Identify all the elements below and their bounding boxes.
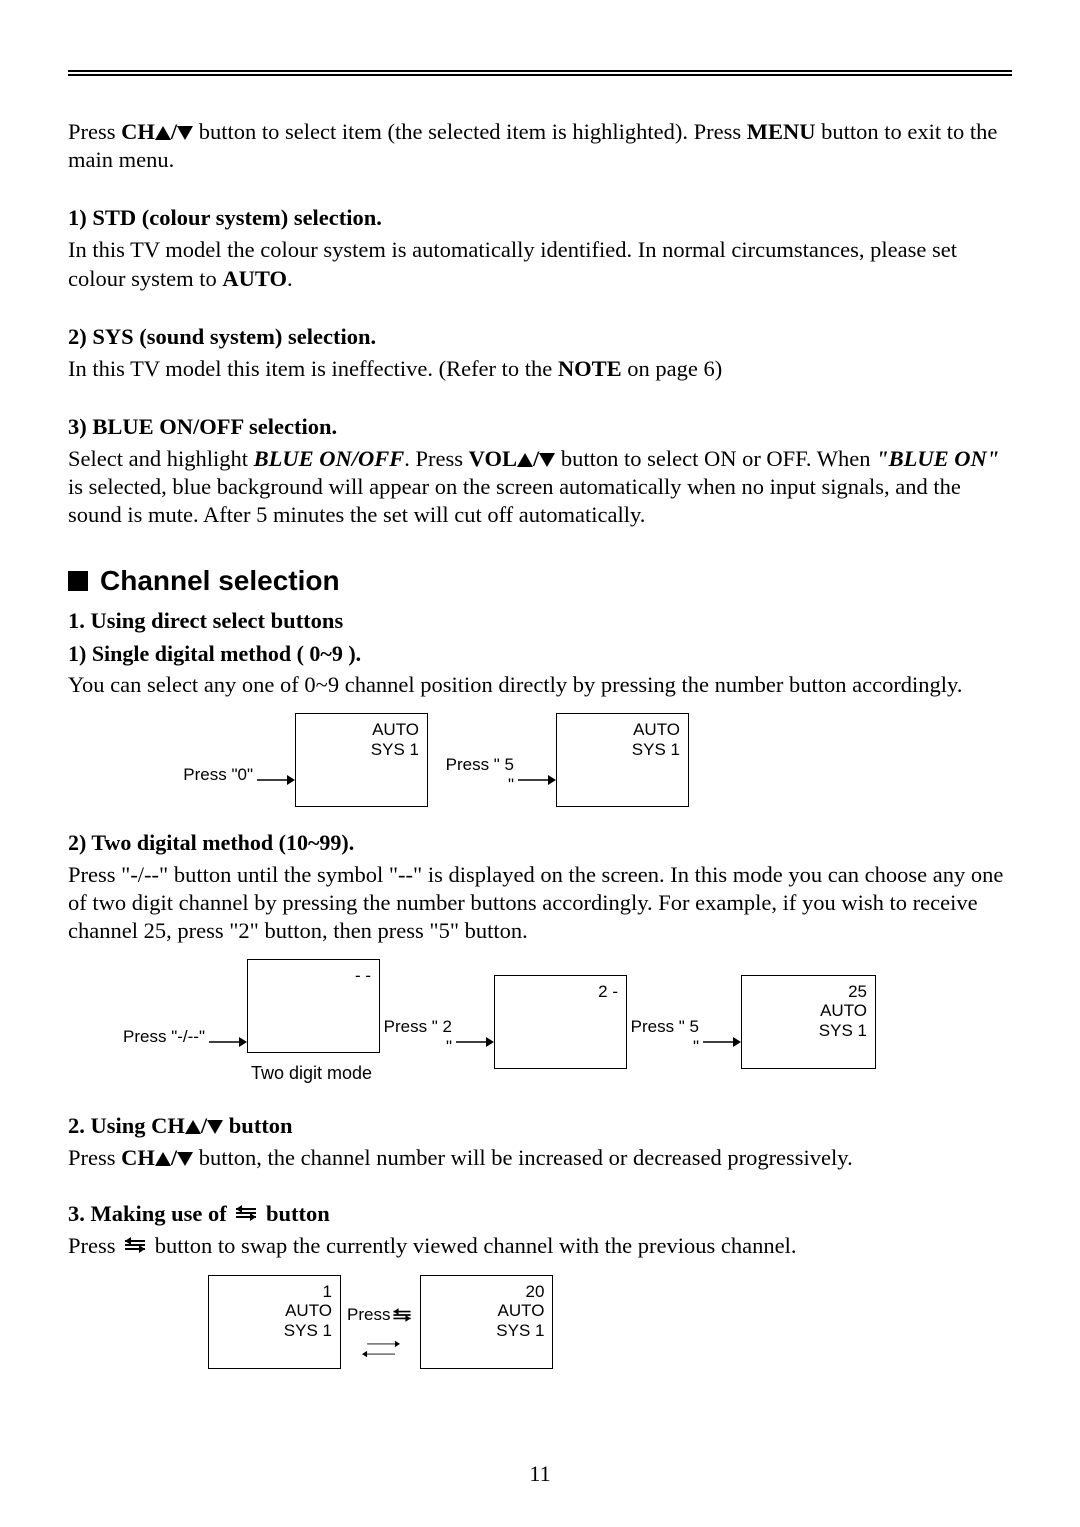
- swap-heading: 3. Making use of button: [68, 1200, 1012, 1228]
- auto-label: AUTO: [222, 266, 287, 291]
- header-rule: [68, 70, 1012, 76]
- down-icon: [539, 453, 555, 467]
- text: on page 6): [622, 356, 723, 381]
- swap-icon: [232, 1205, 260, 1221]
- square-bullet-icon: [68, 571, 88, 591]
- text: button to select item (the selected item…: [199, 119, 747, 144]
- text: Press: [68, 119, 121, 144]
- box-line: AUTO: [565, 720, 680, 740]
- press-swap-label: Press: [347, 1305, 390, 1325]
- box-line: AUTO: [217, 1301, 332, 1321]
- screen-box: 2 -: [494, 975, 627, 1069]
- text: 2. Using CH: [68, 1113, 185, 1138]
- down-icon: [177, 1152, 193, 1166]
- box-line: 25: [750, 982, 867, 1002]
- arrow-right-icon: [703, 1032, 741, 1052]
- box-line: SYS 1: [565, 740, 680, 760]
- up-icon: [517, 453, 533, 467]
- text: Press: [68, 1233, 121, 1258]
- text: button: [223, 1113, 292, 1138]
- std-body: In this TV model the colour system is au…: [68, 236, 1012, 292]
- press-dashes-label: Press "-/--": [113, 1027, 205, 1047]
- swap-body: Press button to swap the currently viewe…: [68, 1232, 1012, 1260]
- single-digital-diagram: Press "0" AUTO SYS 1 Press " 5 " AUTO SY…: [158, 713, 1012, 807]
- swap-diagram: 1 AUTO SYS 1 Press 20 AUTO SYS 1: [208, 1275, 1012, 1369]
- screen-box: AUTO SYS 1: [295, 713, 428, 807]
- box-line: 1: [217, 1282, 332, 1302]
- using-ch-heading: 2. Using CH/ button: [68, 1112, 1012, 1140]
- box-line: 2 -: [503, 982, 618, 1002]
- box-line: SYS 1: [304, 740, 419, 760]
- box-line: SYS 1: [750, 1021, 867, 1041]
- text: .: [287, 266, 293, 291]
- press-5-label: Press " 5 ": [627, 1017, 699, 1057]
- box-line: SYS 1: [217, 1321, 332, 1341]
- text: Select and highlight: [68, 446, 254, 471]
- text: button to select ON or OFF. When: [555, 446, 876, 471]
- screen-box: 25 AUTO SYS 1: [741, 975, 876, 1069]
- arrow-right-icon: [456, 1032, 494, 1052]
- menu-label: MENU: [747, 119, 816, 144]
- text: In this TV model this item is ineffectiv…: [68, 356, 558, 381]
- down-icon: [177, 126, 193, 140]
- press-5-label: Press " 5 ": [438, 755, 514, 795]
- page-number: 11: [0, 1461, 1080, 1487]
- screen-box: 20 AUTO SYS 1: [420, 1275, 553, 1369]
- box-line: SYS 1: [429, 1321, 544, 1341]
- two-digital-body: Press "-/--" button until the symbol "--…: [68, 861, 1012, 945]
- box-line: AUTO: [429, 1301, 544, 1321]
- text: is selected, blue background will appear…: [68, 474, 961, 527]
- section-title: Channel selection: [68, 565, 1012, 597]
- using-ch-body: Press CH/ button, the channel number wil…: [68, 1144, 1012, 1172]
- single-digital-heading: 1) Single digital method ( 0~9 ).: [68, 640, 1012, 668]
- arrow-right-icon: [518, 770, 556, 790]
- text: 3. Making use of: [68, 1201, 232, 1226]
- swap-icon: [390, 1308, 414, 1322]
- text: . Press: [404, 446, 468, 471]
- box-line: 20: [429, 1282, 544, 1302]
- down-icon: [207, 1120, 223, 1134]
- up-icon: [155, 126, 171, 140]
- text: Press: [68, 1145, 121, 1170]
- up-icon: [185, 1120, 201, 1134]
- screen-box: 1 AUTO SYS 1: [208, 1275, 341, 1369]
- two-digital-diagram: Press "-/--" - - Two digit mode Press " …: [113, 959, 1012, 1084]
- std-heading: 1) STD (colour system) selection.: [68, 204, 1012, 232]
- screen-box: AUTO SYS 1: [556, 713, 689, 807]
- screen-box: - -: [247, 959, 380, 1053]
- text: button to swap the currently viewed chan…: [149, 1233, 796, 1258]
- swap-icon: [121, 1237, 149, 1253]
- blue-on-label: "BLUE ON": [876, 446, 999, 471]
- vol-label: VOL: [469, 446, 517, 471]
- arrow-right-icon: [209, 1032, 247, 1052]
- box-line: AUTO: [750, 1001, 867, 1021]
- bidirectional-arrow-icon: [362, 1329, 400, 1369]
- box-line: AUTO: [304, 720, 419, 740]
- box-line: - -: [256, 966, 371, 986]
- ch-label: CH: [121, 119, 155, 144]
- blue-onoff-label: BLUE ON/OFF: [254, 446, 405, 471]
- two-digital-heading: 2) Two digital method (10~99).: [68, 829, 1012, 857]
- press-0-label: Press "0": [158, 765, 253, 785]
- text: button: [260, 1201, 329, 1226]
- sys-heading: 2) SYS (sound system) selection.: [68, 323, 1012, 351]
- text: button, the channel number will be incre…: [193, 1145, 853, 1170]
- ch-label: CH: [121, 1145, 155, 1170]
- intro-paragraph: Press CH/ button to select item (the sel…: [68, 118, 1012, 174]
- arrow-right-icon: [257, 770, 295, 790]
- two-digit-caption: Two digit mode: [251, 1063, 380, 1084]
- blue-body: Select and highlight BLUE ON/OFF. Press …: [68, 445, 1012, 529]
- blue-heading: 3) BLUE ON/OFF selection.: [68, 413, 1012, 441]
- up-icon: [155, 1152, 171, 1166]
- single-digital-body: You can select any one of 0~9 channel po…: [68, 671, 1012, 699]
- text: In this TV model the colour system is au…: [68, 237, 957, 290]
- sys-body: In this TV model this item is ineffectiv…: [68, 355, 1012, 383]
- using-direct-heading: 1. Using direct select buttons: [68, 607, 1012, 635]
- section-title-text: Channel selection: [100, 565, 340, 597]
- press-2-label: Press " 2 ": [380, 1017, 452, 1057]
- note-label: NOTE: [558, 356, 622, 381]
